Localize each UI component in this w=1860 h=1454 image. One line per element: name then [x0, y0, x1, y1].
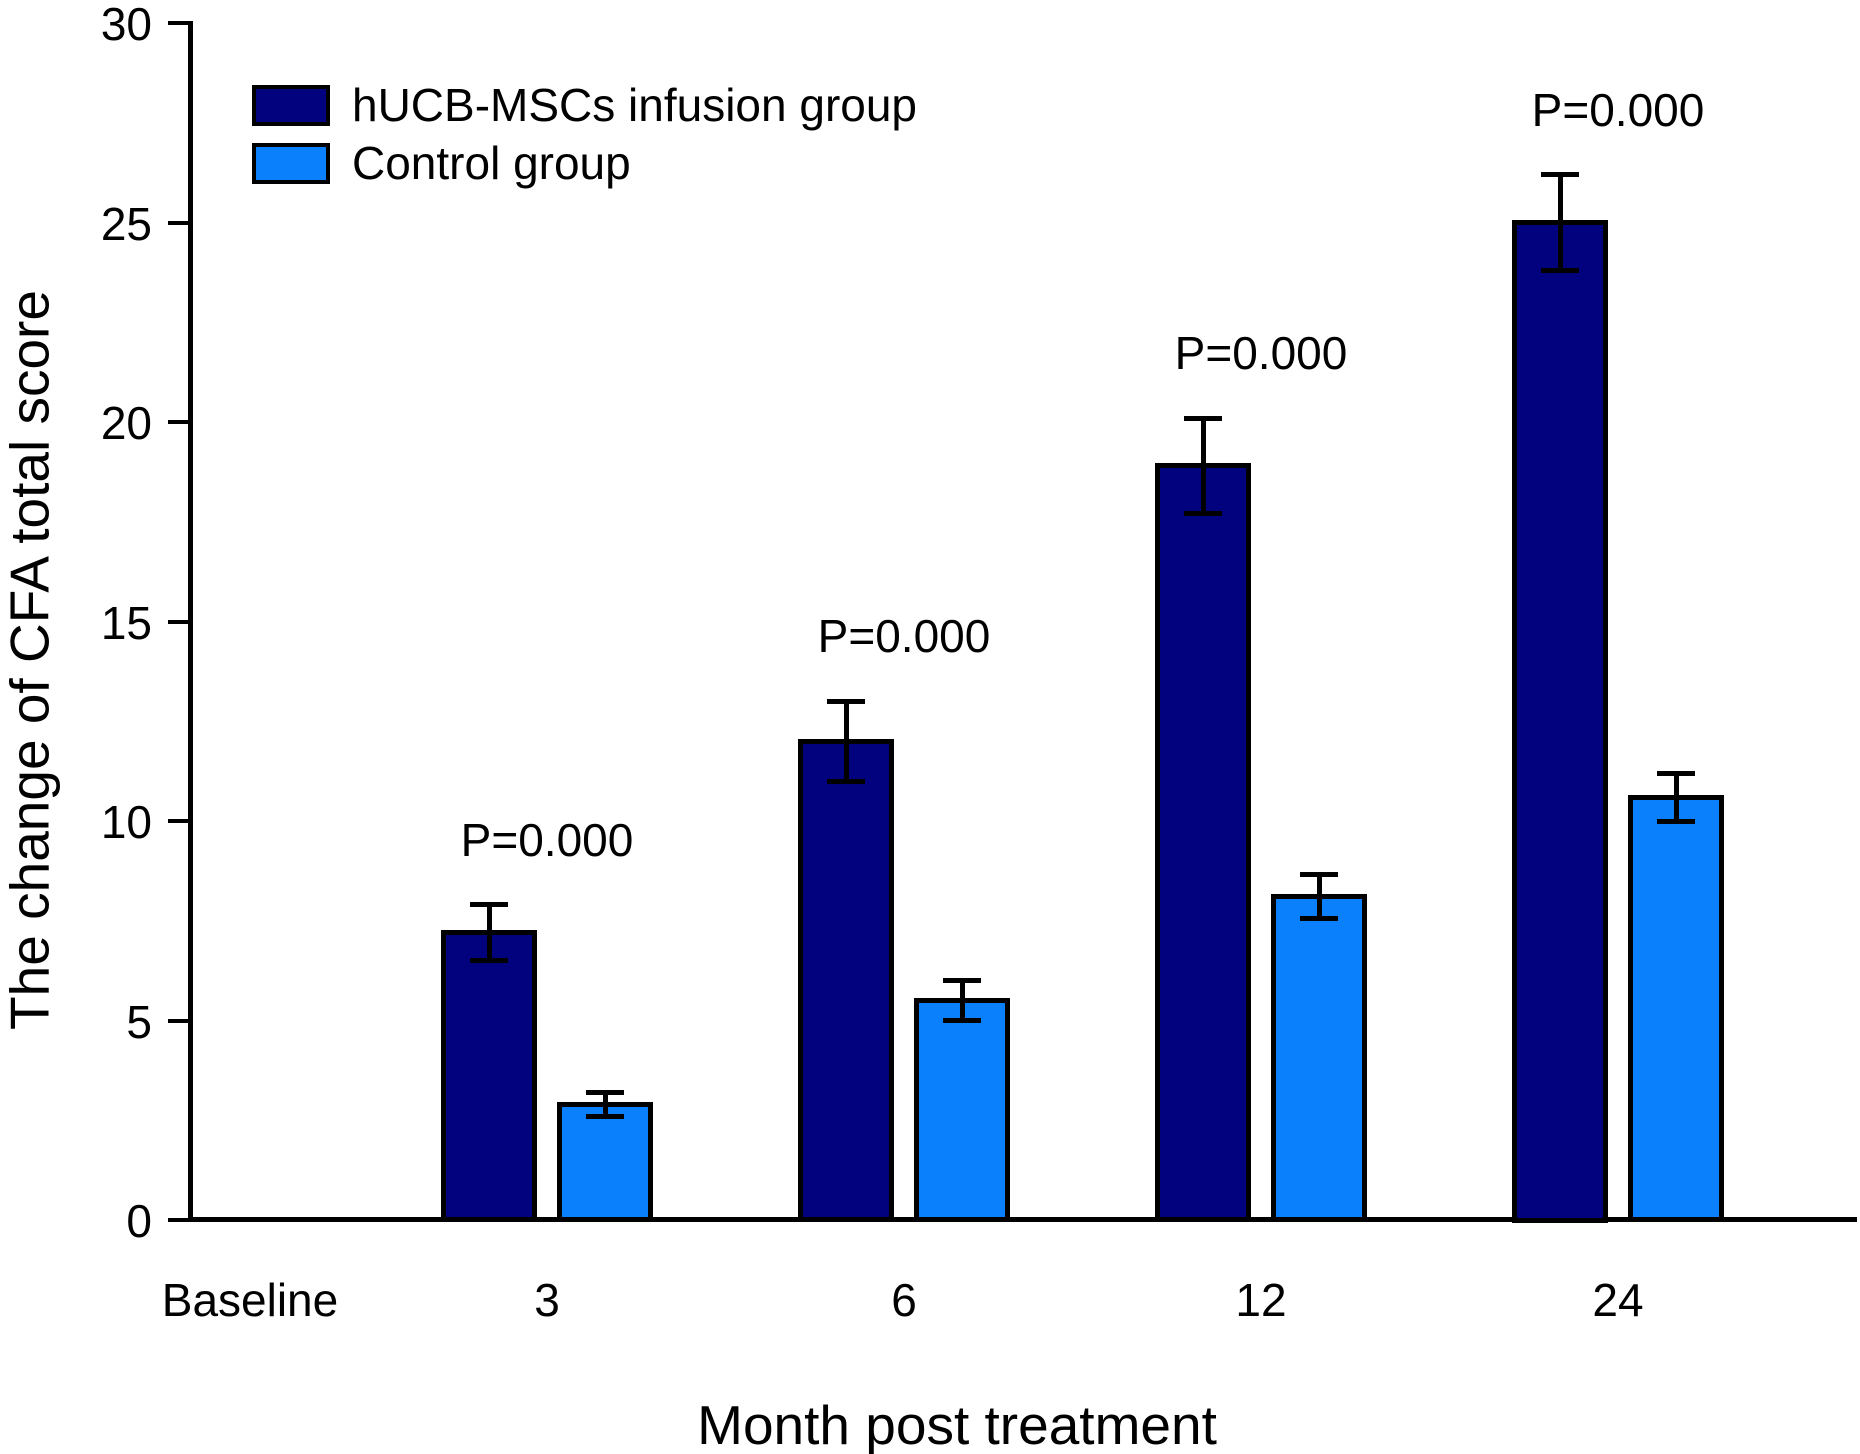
legend-swatch-control-group: [252, 142, 330, 184]
error-bar-line-control-group-24: [1673, 773, 1679, 821]
error-bar-line-hucb-mscs-infusion-group-6: [843, 701, 849, 782]
y-tick-label-0: 0: [126, 1195, 152, 1247]
error-bar-line-control-group-12: [1316, 874, 1322, 919]
x-tick-label-baseline: Baseline: [161, 1274, 339, 1326]
error-bar-line-control-group-3: [602, 1092, 608, 1117]
y-tick-label-5: 5: [126, 995, 152, 1048]
p-value-label-6: P=0.000: [817, 610, 991, 663]
y-tick-label-15: 15: [100, 596, 152, 649]
x-tick-label-12: 12: [1235, 1274, 1287, 1326]
error-bar-top-cap-hucb-mscs-infusion-group-12: [1184, 415, 1222, 421]
y-tick-5: [168, 1018, 190, 1023]
y-tick-label-10: 10: [100, 796, 152, 848]
y-tick-20: [168, 420, 190, 424]
error-bar-top-cap-hucb-mscs-infusion-group-24: [1541, 172, 1579, 178]
y-tick-25: [168, 220, 190, 225]
p-value-label-12: P=0.000: [1174, 327, 1348, 379]
error-bar-bottom-cap-hucb-mscs-infusion-group-12: [1184, 511, 1222, 517]
error-bar-bottom-cap-control-group-24: [1657, 818, 1695, 824]
bar-control-group-24: [1628, 794, 1724, 1223]
legend-swatch-infusion-group: [252, 84, 330, 126]
y-tick-15: [168, 619, 190, 624]
error-bar-bottom-cap-hucb-mscs-infusion-group-24: [1541, 267, 1579, 273]
bar-hucb-mscs-infusion-group-24: [1512, 220, 1608, 1223]
bar-control-group-12: [1271, 894, 1367, 1223]
bar-control-group-3: [557, 1101, 653, 1223]
y-axis-line: [188, 21, 193, 1222]
error-bar-bottom-cap-control-group-12: [1300, 916, 1338, 922]
bar-control-group-6: [914, 998, 1010, 1223]
error-bar-bottom-cap-control-group-6: [943, 1018, 981, 1023]
error-bar-line-hucb-mscs-infusion-group-12: [1200, 418, 1206, 514]
error-bar-bottom-cap-control-group-3: [586, 1113, 624, 1119]
error-bar-top-cap-hucb-mscs-infusion-group-3: [470, 902, 508, 908]
error-bar-bottom-cap-hucb-mscs-infusion-group-6: [827, 778, 865, 784]
bar-hucb-mscs-infusion-group-6: [798, 738, 894, 1223]
x-tick-label-24: 24: [1592, 1274, 1644, 1326]
error-bar-top-cap-control-group-6: [943, 978, 981, 984]
error-bar-top-cap-control-group-24: [1657, 770, 1695, 776]
x-axis-title: Month post treatment: [697, 1394, 1217, 1454]
p-value-label-24: P=0.000: [1531, 83, 1705, 136]
error-bar-line-control-group-6: [959, 980, 965, 1021]
legend-label-control-group: Control group: [352, 137, 631, 189]
x-axis-line: [188, 1217, 1857, 1222]
y-tick-label-25: 25: [100, 197, 152, 250]
x-tick-label-3: 3: [534, 1274, 560, 1326]
bar-hucb-mscs-infusion-group-3: [441, 930, 537, 1223]
y-tick-30: [168, 21, 190, 25]
legend-label-infusion-group: hUCB-MSCs infusion group: [352, 79, 918, 131]
p-value-label-3: P=0.000: [460, 813, 634, 866]
legend-item-control-group: Control group: [252, 140, 631, 186]
legend-item-infusion-group: hUCB-MSCs infusion group: [252, 82, 917, 128]
error-bar-line-hucb-mscs-infusion-group-24: [1557, 174, 1563, 271]
error-bar-top-cap-control-group-12: [1300, 872, 1338, 878]
y-tick-label-30: 30: [100, 0, 152, 50]
y-tick-label-20: 20: [100, 397, 152, 449]
error-bar-bottom-cap-hucb-mscs-infusion-group-3: [470, 958, 508, 964]
x-tick-label-6: 6: [891, 1274, 917, 1326]
error-bar-top-cap-control-group-3: [586, 1089, 624, 1095]
error-bar-line-hucb-mscs-infusion-group-3: [486, 904, 492, 961]
y-tick-0: [168, 1218, 190, 1222]
bar-hucb-mscs-infusion-group-12: [1155, 463, 1251, 1223]
error-bar-top-cap-hucb-mscs-infusion-group-6: [827, 698, 865, 704]
y-tick-10: [168, 819, 190, 823]
